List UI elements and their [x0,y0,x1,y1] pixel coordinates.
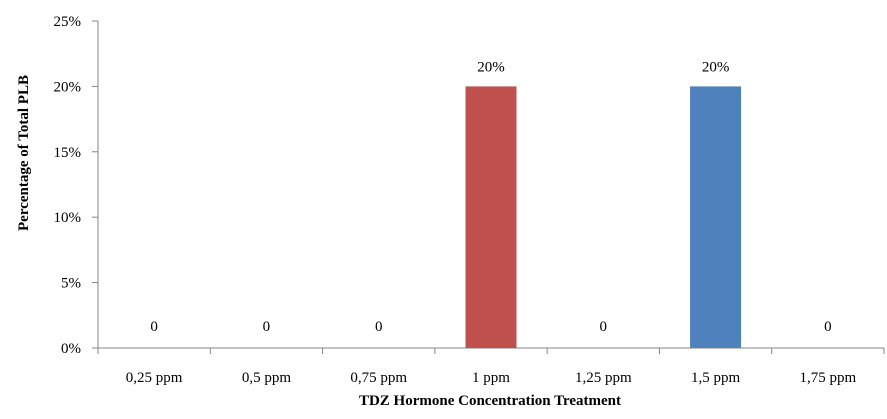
y-tick-label: 15% [54,145,82,161]
data-label: 0 [600,319,608,335]
y-tick-label: 20% [54,79,82,95]
bar [690,86,742,349]
x-tick-label: 0,5 ppm [242,370,292,386]
data-label: 0 [824,319,832,335]
x-tick-label: 1,75 ppm [800,370,857,386]
data-label: 20% [702,59,730,75]
x-tick-label: 0,75 ppm [350,370,407,386]
data-labels: 0 0 0 20% 0 20% 0 [150,59,831,335]
y-axis: 0% 5% 10% 15% 20% 25% [54,14,99,357]
x-tick-label: 1,25 ppm [575,370,632,386]
x-tick-label: 1,5 ppm [691,370,741,386]
y-tick-label: 0% [61,341,81,357]
data-label: 0 [263,319,271,335]
x-tick-label: 0,25 ppm [126,370,183,386]
y-tick-label: 5% [61,276,81,292]
data-label: 0 [150,319,158,335]
x-axis-title: TDZ Hormone Concentration Treatment [359,393,621,409]
x-tick-label: 1 ppm [472,370,510,386]
bar [465,86,517,349]
x-axis: 0,25 ppm 0,5 ppm 0,75 ppm 1 ppm 1,25 ppm 1,5 … [97,347,885,386]
y-tick-label: 25% [54,14,82,30]
data-label: 20% [477,59,505,75]
y-axis-title: Percentage of Total PLB [16,75,32,231]
data-label: 0 [375,319,383,335]
bars [465,86,742,349]
y-tick-label: 10% [54,210,82,226]
